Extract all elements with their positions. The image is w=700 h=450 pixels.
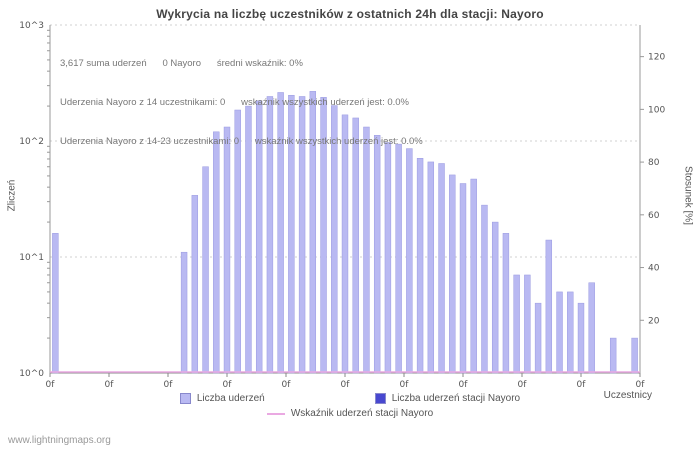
svg-text:120: 120 [648, 53, 665, 63]
legend: Liczba uderzeń Liczba uderzeń stacji Nay… [0, 393, 700, 423]
annotation-line-14: Uderzenia Nayoro z 14 uczestnikami: 0 ws… [60, 97, 410, 108]
x-axis-label: Uczestnicy [603, 390, 652, 401]
svg-text:0f: 0f [459, 380, 469, 390]
legend-row: Wskaźnik uderzeń stacji Nayoro [0, 408, 700, 419]
svg-text:20: 20 [648, 316, 660, 326]
legend-item-ratio: Wskaźnik uderzeń stacji Nayoro [266, 408, 434, 419]
nayoro-strikes-swatch [374, 393, 386, 404]
svg-text:100: 100 [648, 105, 665, 115]
svg-text:0f: 0f [164, 380, 174, 390]
legend-item-strikes: Liczba uderzeń [179, 393, 265, 404]
svg-text:0f: 0f [46, 380, 56, 390]
chart-title: Wykrycia na liczbę uczestników z ostatni… [156, 7, 544, 21]
footer-link[interactable]: www.lightningmaps.org [8, 435, 111, 446]
chart-annotations: 3,617 suma uderzeń 0 Nayoro średni wskaź… [60, 31, 423, 161]
svg-text:10^2: 10^2 [19, 137, 44, 147]
svg-text:0f: 0f [518, 380, 528, 390]
annotation-line-14-23: Uderzenia Nayoro z 14-23 uczestnikami: 0… [60, 136, 423, 147]
svg-text:0f: 0f [282, 380, 292, 390]
legend-row: Liczba uderzeń Liczba uderzeń stacji Nay… [0, 393, 700, 404]
legend-label-ratio: Wskaźnik uderzeń stacji Nayoro [290, 408, 434, 419]
legend-label-strikes: Liczba uderzeń [196, 393, 265, 404]
legend-item-nayoro-strikes: Liczba uderzeń stacji Nayoro [374, 393, 521, 404]
ratio-line-swatch [266, 412, 285, 415]
svg-text:0f: 0f [105, 380, 115, 390]
svg-text:60: 60 [648, 211, 660, 221]
svg-text:10^0: 10^0 [19, 369, 44, 379]
svg-text:0f: 0f [400, 380, 410, 390]
legend-label-nayoro-strikes: Liczba uderzeń stacji Nayoro [391, 393, 521, 404]
svg-text:10^1: 10^1 [19, 253, 44, 263]
svg-text:10^3: 10^3 [19, 21, 44, 31]
svg-text:0f: 0f [577, 380, 587, 390]
y-axis-label-left: Zliczeń [6, 179, 18, 212]
svg-text:0f: 0f [341, 380, 351, 390]
annotation-line-summary: 3,617 suma uderzeń 0 Nayoro średni wskaź… [60, 58, 303, 69]
strikes-swatch [179, 393, 191, 404]
svg-text:80: 80 [648, 158, 660, 168]
svg-text:0f: 0f [223, 380, 233, 390]
svg-text:0f: 0f [636, 380, 646, 390]
y-axis-label-right: Stosunek [%] [682, 166, 694, 225]
svg-text:40: 40 [648, 264, 660, 274]
